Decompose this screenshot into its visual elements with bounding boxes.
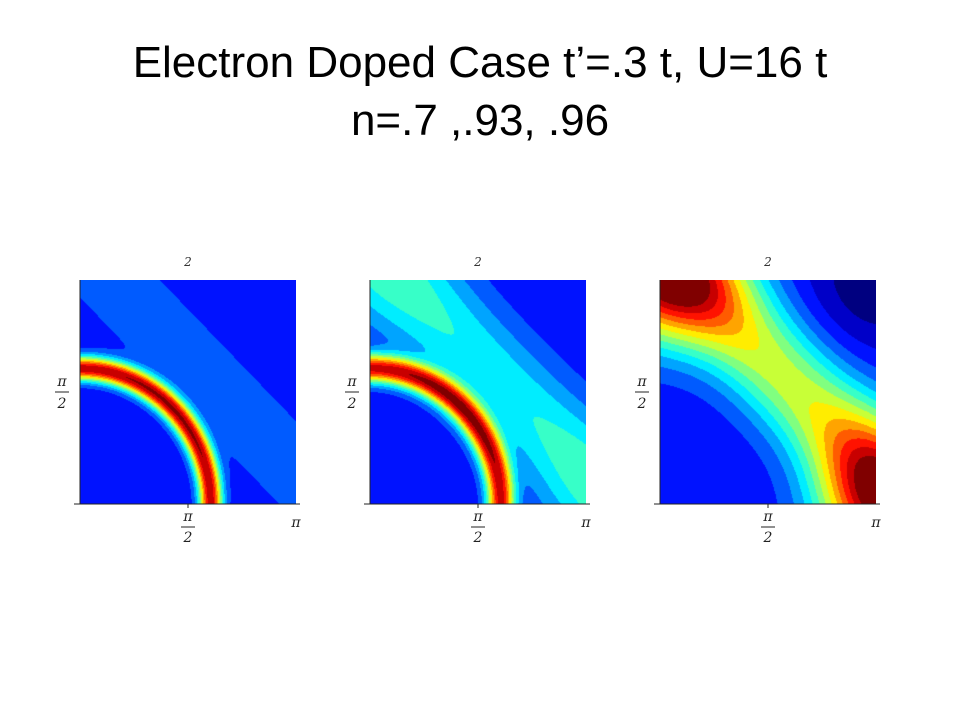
heatmap-canvas-3 <box>660 280 876 504</box>
tick-top: 2 <box>473 255 482 269</box>
tick-y-den: 2 <box>637 396 647 412</box>
tick-y-den: 2 <box>57 396 67 412</box>
heatmap-panel-2: 2 π 2 π 2 π <box>340 250 600 550</box>
tick-x-pi: π <box>182 509 193 525</box>
tick-x-den: 2 <box>183 530 193 546</box>
tick-y-pi: π <box>636 374 647 390</box>
axes-3: 2 π 2 π 2 π <box>635 255 881 546</box>
tick-y-den: 2 <box>347 396 357 412</box>
slide-title: Electron Doped Case t’=.3 t, U=16 t n=.7… <box>0 34 960 150</box>
heatmap-panel-3: 2 π 2 π 2 π <box>630 250 890 550</box>
tick-x-end: π <box>580 515 591 531</box>
tick-top: 2 <box>183 255 192 269</box>
tick-x-den: 2 <box>763 530 773 546</box>
tick-y-pi: π <box>346 374 357 390</box>
tick-x-den: 2 <box>473 530 483 546</box>
tick-x-end: π <box>290 515 301 531</box>
heatmap-panel-1: 2 π 2 π 2 π <box>50 250 310 550</box>
tick-y-pi: π <box>56 374 67 390</box>
tick-x-end: π <box>870 515 881 531</box>
heatmap-canvas-2 <box>370 280 586 504</box>
title-line-1: Electron Doped Case t’=.3 t, U=16 t <box>132 38 828 87</box>
axes-2: 2 π 2 π 2 π <box>345 255 591 546</box>
title-line-2: n=.7 ,.93, .96 <box>350 96 610 145</box>
axes-1: 2 π 2 π 2 π <box>55 255 301 546</box>
heatmap-canvas-1 <box>80 280 296 504</box>
tick-x-pi: π <box>762 509 773 525</box>
tick-top: 2 <box>763 255 772 269</box>
tick-x-pi: π <box>472 509 483 525</box>
